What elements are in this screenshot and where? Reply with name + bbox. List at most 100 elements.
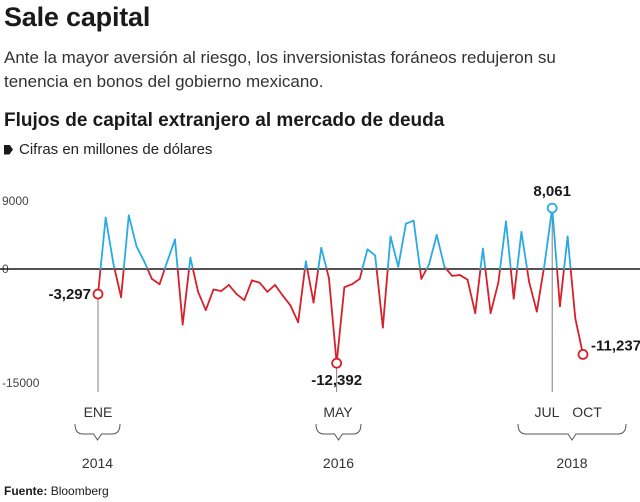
series-segment [482,247,487,270]
series-segment [466,278,477,314]
series-segment [266,284,276,293]
series-segment [120,268,125,299]
series-segment [509,268,515,300]
series-segment [135,245,146,263]
series-segment [458,274,469,281]
series-segment [297,268,306,324]
data-label: -11,237 [591,337,640,354]
series-segment [559,268,565,308]
series-segment [497,268,501,284]
page-subtitle: Ante la mayor aversión al riesgo, los in… [4,48,556,91]
series-segment [520,231,529,270]
series-segment [499,220,507,270]
series-segment [243,279,253,302]
series-segment [306,268,315,304]
series-segment [551,207,558,270]
series-segment [312,268,320,304]
source-line: Fuente: Bloomberg [4,484,109,498]
series-segment [474,268,482,314]
series-segment [381,268,389,329]
series-segment [419,268,423,280]
series-segment [158,268,166,286]
units-label: Cifras en millones de dólares [19,141,213,158]
data-label: 8,061 [533,183,571,200]
series-segment [325,268,330,280]
series-segment [489,281,500,314]
series-segment [143,260,149,270]
series-segment [428,234,438,266]
series-segment [281,294,292,307]
series-segment [320,246,328,270]
series-segment [174,238,179,270]
series-segment [304,260,309,270]
series-segment [181,268,190,326]
year-bracket [74,423,121,441]
series-segment [189,256,194,270]
series-segment [526,268,531,283]
series-segment [569,268,577,320]
source-text: Bloomberg [50,484,109,498]
series-segment [112,262,116,270]
series-segment [197,290,207,311]
series-segment [386,235,392,270]
highlight-point [331,357,343,369]
series-segment [420,268,428,280]
series-segment [163,260,169,270]
series-segment [535,268,545,313]
series-segment [389,235,400,268]
series-segment [113,268,122,299]
series-segment [176,268,184,326]
series-segment [192,268,199,293]
year-bracket [517,423,627,441]
chart-heading: Flujos de capital extranjero al mercado … [4,110,445,131]
highlight-point [92,288,104,300]
series-segment [328,277,338,365]
series-segment [122,214,130,270]
series-segment [543,207,554,266]
x-marker-label: OCT [572,404,602,420]
tag-icon [4,144,13,155]
series-segment [445,268,454,277]
series-segment [451,274,461,277]
series-segment [251,279,261,284]
year-label: 2018 [556,455,587,471]
series-segment [556,268,561,308]
series-segment [405,219,415,225]
page-title: Sale capital [4,2,151,32]
source-label: Fuente: [4,484,48,498]
series-segment [204,288,215,311]
data-label: -12,392 [311,372,362,389]
series-segment [235,293,246,302]
x-marker-label: MAY [323,404,353,420]
series-segment [104,216,115,265]
series-segment [484,268,492,314]
series-segment [512,268,519,300]
series-segment [146,268,153,280]
year-label: 2016 [323,455,354,471]
highlight-point [546,202,558,214]
series-segment [212,288,223,292]
highlight-point [577,349,589,360]
y-tick-label: 9000 [2,194,29,208]
series-segment [563,235,569,270]
series-segment [351,277,361,286]
series-segment [435,234,446,268]
series-segment [343,283,353,289]
series-segment [317,246,323,270]
x-marker-label: ENE [84,404,113,420]
x-marker-label: JUL [535,404,560,420]
series-segment [516,231,523,270]
data-label: -3,297 [48,286,91,303]
series-segment [566,235,572,270]
series-segment [528,281,538,313]
series-segment [274,284,284,297]
series-segment [335,286,346,365]
series-segment [574,317,584,356]
y-tick-label: -15000 [2,376,40,390]
series-segment [258,281,269,293]
series-segment [99,216,107,270]
series-segment [375,268,384,329]
series-segment [505,220,512,270]
units-note: Cifras en millones de dólares [4,141,212,158]
series-segment [127,214,138,248]
